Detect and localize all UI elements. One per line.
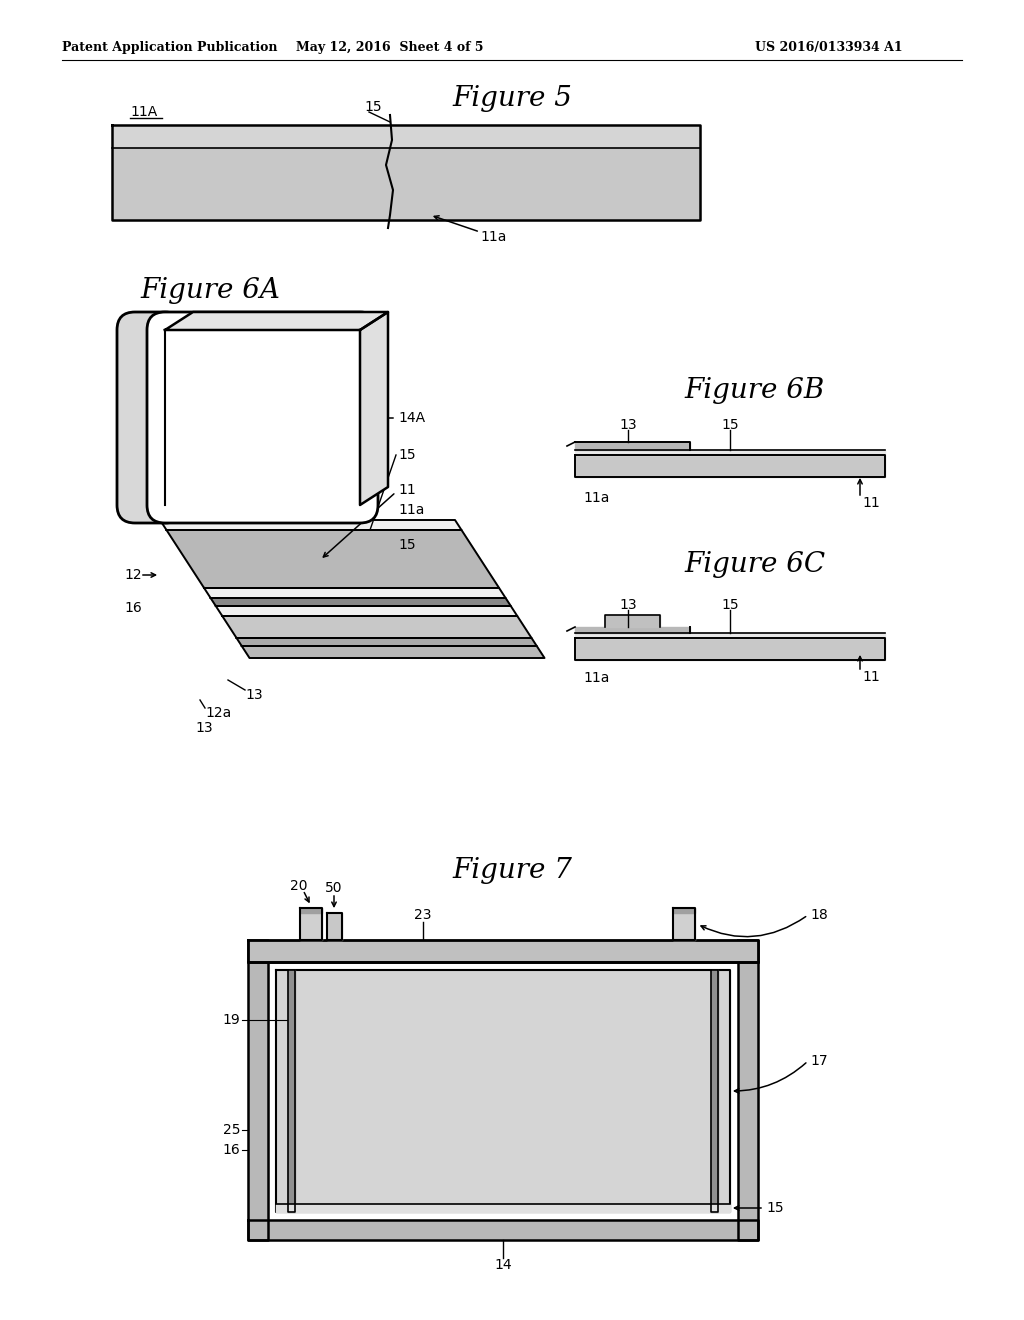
Text: 13: 13	[124, 348, 142, 362]
Polygon shape	[300, 908, 322, 940]
Text: 11a: 11a	[583, 491, 609, 506]
Text: 11a: 11a	[583, 671, 609, 685]
Text: 11: 11	[862, 671, 880, 684]
Polygon shape	[276, 970, 730, 1212]
Text: 23: 23	[415, 908, 432, 921]
Text: 15: 15	[398, 447, 416, 462]
Text: 15: 15	[721, 598, 738, 612]
Text: 19: 19	[222, 1012, 240, 1027]
Text: Figure 6C: Figure 6C	[684, 552, 825, 578]
Polygon shape	[360, 312, 388, 506]
Text: 11: 11	[862, 496, 880, 510]
Text: 16: 16	[124, 378, 142, 392]
Polygon shape	[216, 606, 517, 616]
Polygon shape	[112, 148, 700, 220]
Polygon shape	[248, 940, 758, 962]
Polygon shape	[575, 450, 885, 455]
Text: 16: 16	[124, 601, 142, 615]
Polygon shape	[575, 442, 690, 450]
Text: 50: 50	[326, 880, 343, 895]
Polygon shape	[222, 616, 531, 638]
Polygon shape	[288, 970, 295, 1212]
Text: 15: 15	[721, 418, 738, 432]
Text: 11a: 11a	[480, 230, 507, 244]
Polygon shape	[167, 531, 499, 587]
Text: 15: 15	[398, 539, 416, 552]
Polygon shape	[711, 970, 718, 1212]
Text: 12: 12	[124, 568, 142, 582]
FancyBboxPatch shape	[117, 312, 183, 523]
Polygon shape	[160, 520, 462, 531]
Polygon shape	[738, 940, 758, 1239]
Text: 16: 16	[222, 1143, 240, 1158]
Text: US 2016/0133934 A1: US 2016/0133934 A1	[755, 41, 902, 54]
Text: 13: 13	[195, 721, 213, 735]
Text: Figure 6A: Figure 6A	[140, 276, 280, 304]
Text: 25: 25	[222, 1123, 240, 1137]
Text: 11A: 11A	[130, 106, 158, 119]
Polygon shape	[575, 634, 885, 638]
Text: 13: 13	[620, 418, 637, 432]
Polygon shape	[204, 587, 506, 598]
Text: 15: 15	[766, 1201, 783, 1214]
Polygon shape	[153, 348, 183, 487]
Polygon shape	[248, 940, 268, 1239]
Text: 12a: 12a	[205, 706, 231, 719]
Text: 13: 13	[620, 598, 637, 612]
Polygon shape	[165, 312, 388, 330]
Text: 17: 17	[810, 1053, 827, 1068]
Polygon shape	[248, 1220, 758, 1239]
Text: 11a: 11a	[398, 503, 424, 517]
Polygon shape	[673, 908, 695, 940]
Polygon shape	[276, 1204, 730, 1212]
FancyBboxPatch shape	[147, 312, 378, 523]
Polygon shape	[242, 645, 545, 657]
Polygon shape	[237, 638, 537, 645]
Text: 11: 11	[398, 483, 416, 498]
Text: Figure 7: Figure 7	[452, 857, 572, 883]
Polygon shape	[211, 598, 511, 606]
Text: 14: 14	[495, 1258, 512, 1272]
Text: Figure 6B: Figure 6B	[685, 376, 825, 404]
Text: 18: 18	[810, 908, 827, 921]
Polygon shape	[112, 125, 700, 148]
Polygon shape	[575, 627, 690, 634]
Text: 13: 13	[245, 688, 262, 702]
Text: 14A: 14A	[398, 411, 425, 425]
Text: 15: 15	[364, 100, 382, 114]
Text: Patent Application Publication: Patent Application Publication	[62, 41, 278, 54]
Polygon shape	[575, 455, 885, 477]
Polygon shape	[673, 908, 695, 913]
Polygon shape	[575, 638, 885, 660]
Text: Figure 5: Figure 5	[452, 84, 572, 111]
Polygon shape	[327, 913, 342, 940]
Text: 20: 20	[290, 879, 308, 894]
Polygon shape	[300, 908, 322, 913]
Text: May 12, 2016  Sheet 4 of 5: May 12, 2016 Sheet 4 of 5	[296, 41, 483, 54]
Polygon shape	[605, 615, 660, 627]
